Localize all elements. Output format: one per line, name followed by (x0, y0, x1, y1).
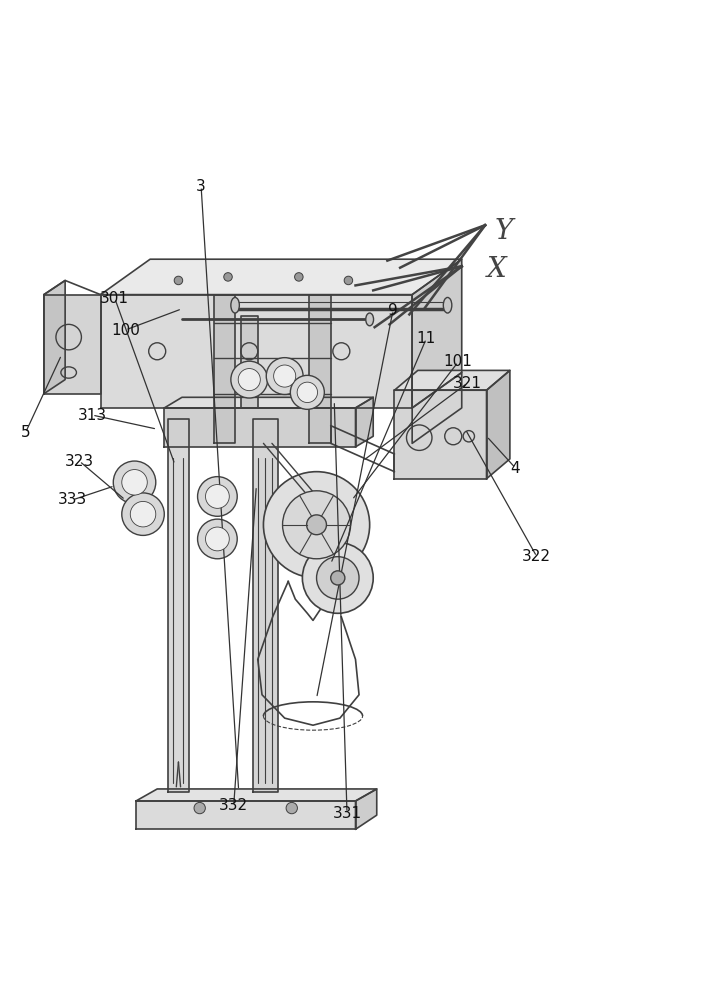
Polygon shape (241, 316, 258, 408)
Polygon shape (164, 397, 373, 408)
Text: Y: Y (495, 214, 513, 241)
Polygon shape (253, 419, 277, 792)
Polygon shape (136, 789, 377, 801)
Text: 5: 5 (21, 425, 31, 440)
Polygon shape (356, 789, 377, 829)
Text: Y: Y (491, 214, 509, 241)
Polygon shape (412, 373, 461, 443)
Ellipse shape (444, 297, 451, 313)
Text: 322: 322 (523, 549, 551, 564)
Circle shape (316, 557, 359, 599)
Text: Y: Y (495, 218, 513, 245)
Text: 313: 313 (77, 408, 107, 423)
Circle shape (286, 802, 297, 814)
Circle shape (306, 515, 326, 535)
Polygon shape (486, 370, 510, 479)
Text: 333: 333 (58, 492, 87, 507)
Text: X: X (487, 260, 507, 287)
Ellipse shape (365, 313, 373, 326)
Circle shape (282, 491, 351, 559)
Circle shape (231, 361, 267, 398)
Polygon shape (395, 370, 510, 390)
Text: Y: Y (491, 222, 509, 249)
Circle shape (198, 477, 237, 516)
Circle shape (264, 472, 370, 578)
Circle shape (205, 485, 229, 508)
Polygon shape (412, 259, 461, 408)
Circle shape (344, 276, 353, 285)
Polygon shape (100, 295, 412, 408)
Text: X: X (491, 251, 511, 278)
Circle shape (224, 273, 232, 281)
Text: 100: 100 (111, 323, 140, 338)
Text: 3: 3 (196, 179, 206, 194)
Circle shape (294, 273, 303, 281)
Text: X: X (487, 251, 507, 278)
Text: Y: Y (499, 218, 518, 245)
Text: X: X (483, 260, 503, 287)
Polygon shape (214, 295, 235, 443)
Circle shape (274, 365, 296, 387)
Circle shape (122, 470, 147, 495)
Polygon shape (136, 801, 356, 829)
Text: 331: 331 (333, 806, 362, 821)
Circle shape (113, 461, 156, 504)
Text: 4: 4 (510, 461, 520, 476)
Polygon shape (168, 419, 189, 792)
Text: X: X (487, 256, 507, 283)
Circle shape (174, 276, 183, 285)
Circle shape (205, 527, 229, 551)
Text: Y: Y (495, 222, 513, 249)
Text: X: X (483, 256, 503, 283)
Text: X: X (491, 256, 511, 283)
Circle shape (297, 382, 318, 403)
Polygon shape (164, 408, 356, 447)
Text: X: X (491, 260, 511, 287)
Polygon shape (395, 390, 486, 479)
Text: Y: Y (499, 222, 518, 249)
Circle shape (302, 542, 373, 613)
Circle shape (331, 571, 345, 585)
Polygon shape (44, 280, 65, 394)
Text: 332: 332 (219, 798, 248, 813)
Text: 321: 321 (453, 376, 482, 391)
Circle shape (238, 369, 260, 391)
Text: 301: 301 (100, 291, 129, 306)
Text: 323: 323 (65, 454, 94, 469)
Text: 11: 11 (417, 331, 436, 346)
Text: 9: 9 (388, 303, 398, 318)
Circle shape (194, 802, 205, 814)
Text: Y: Y (499, 214, 518, 241)
Circle shape (198, 519, 237, 559)
Polygon shape (309, 295, 331, 443)
Circle shape (290, 375, 324, 409)
Circle shape (130, 501, 156, 527)
Circle shape (266, 358, 303, 394)
Text: 101: 101 (444, 354, 473, 369)
Polygon shape (44, 295, 100, 394)
Text: X: X (483, 251, 503, 278)
Polygon shape (356, 397, 373, 447)
Polygon shape (100, 259, 461, 295)
Circle shape (122, 493, 164, 535)
Ellipse shape (231, 297, 240, 313)
Text: Y: Y (491, 218, 509, 245)
